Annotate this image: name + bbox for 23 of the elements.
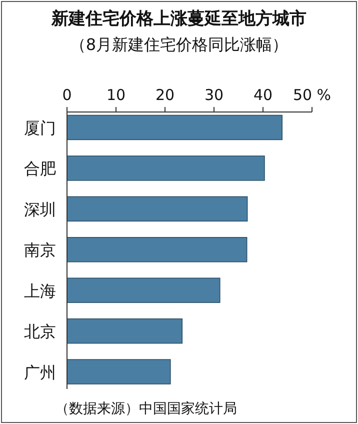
x-tick-label: 50 % [292,86,332,104]
y-tick-label: 北京 [24,322,56,342]
y-tick-label: 合肥 [24,159,56,178]
y-tick-label: 上海 [24,281,56,300]
x-tick-label: 30 [204,86,224,104]
x-tick-label: 20 [155,86,175,104]
y-tick-label: 南京 [24,240,56,260]
bar [66,237,248,262]
chart-title: 新建住宅价格上涨蔓延至地方城市 [50,9,306,29]
x-tick-label: 10 [106,86,126,104]
y-tick-label: 厦门 [24,118,56,138]
y-tick-label: 广州 [24,362,56,382]
text: （数据来源）中国国家统计局 [55,401,237,417]
x-tick-label: 0 [62,86,72,104]
bar [66,196,248,222]
y-tick-label: 深圳 [24,200,56,219]
bar [66,359,171,384]
bar [66,318,183,344]
bar [66,156,265,181]
x-tick-label: 40 [253,86,273,104]
bar [66,114,283,140]
chart-subtitle: （8月新建住宅价格同比涨幅） [70,35,288,54]
bar [66,278,220,303]
